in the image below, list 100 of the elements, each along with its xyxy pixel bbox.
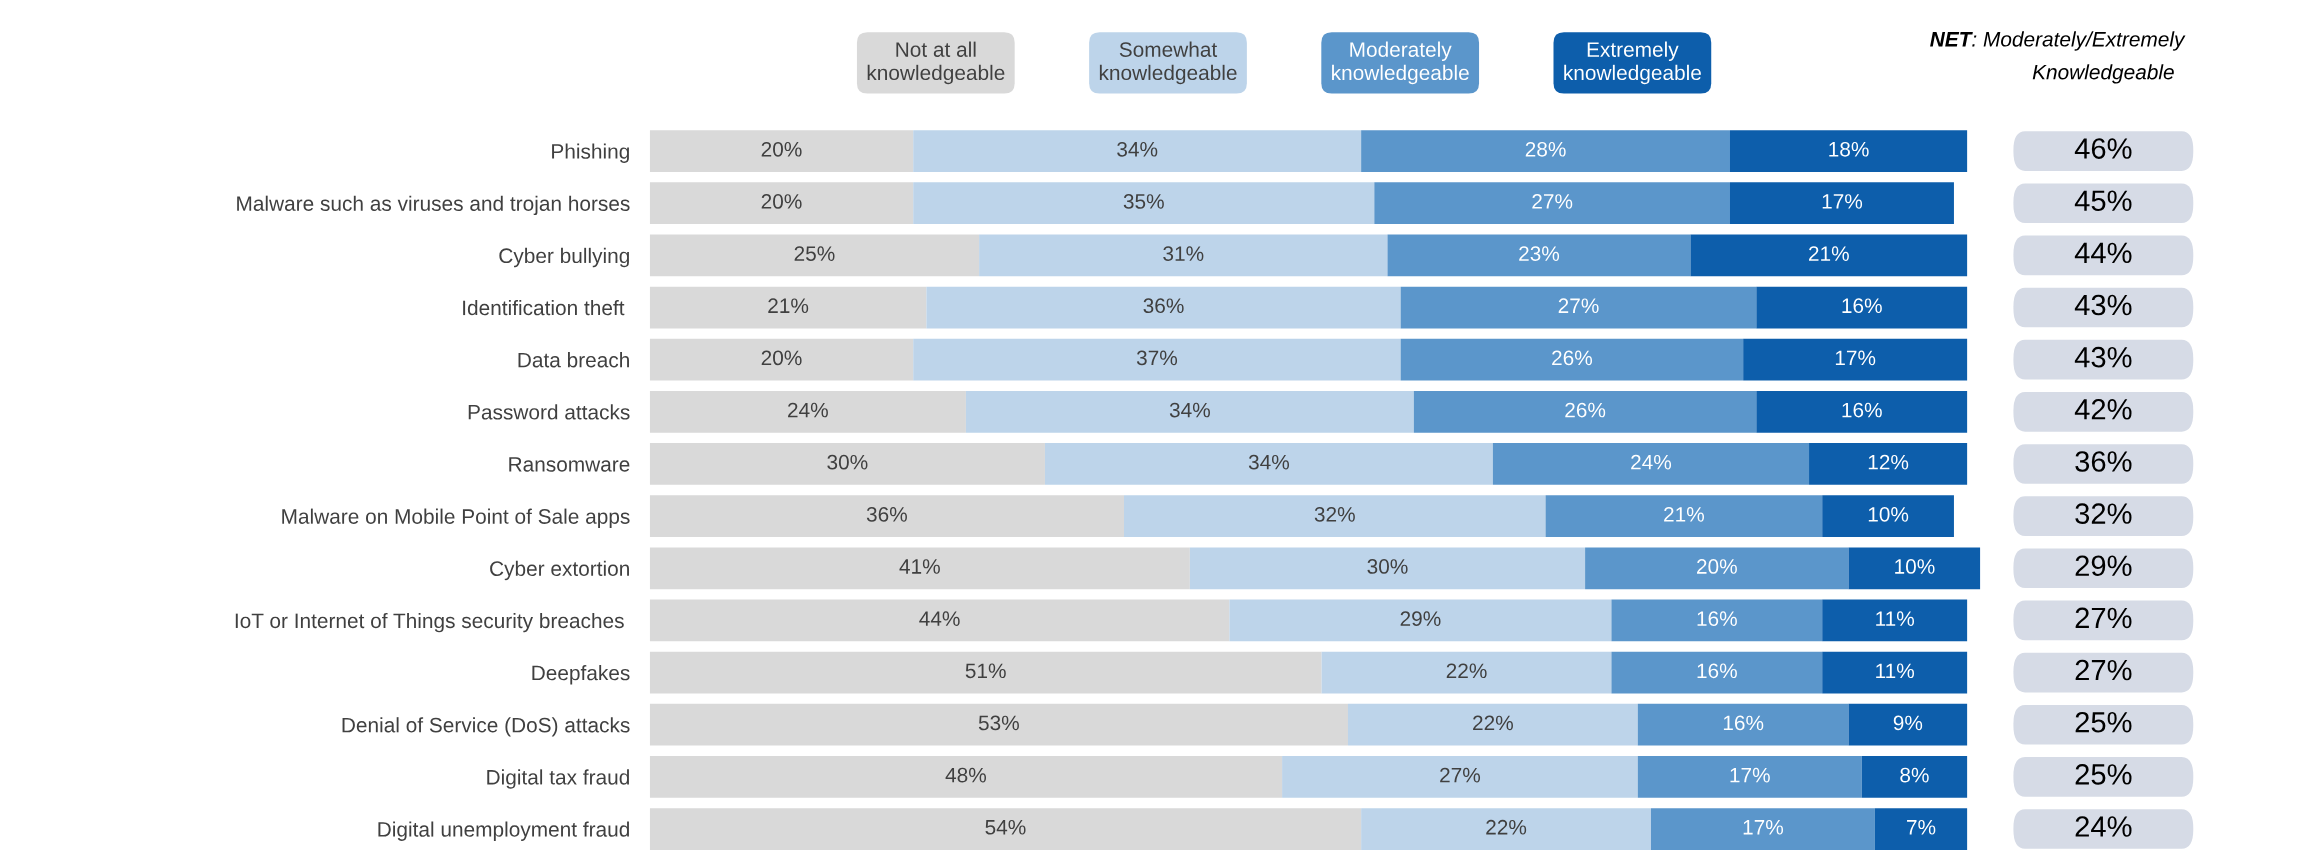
text: 32% (2075, 503, 2132, 524)
text: 25% (2075, 764, 2132, 785)
bar (1611, 651, 1823, 694)
data-label: 36% (866, 506, 907, 522)
bar (1044, 443, 1493, 485)
data-label: 44% (919, 611, 960, 626)
bar (1361, 808, 1651, 850)
text: Somewhat knowledgeable (1099, 41, 1237, 85)
bar (1347, 703, 1638, 746)
bar (649, 338, 914, 381)
bar (649, 286, 927, 329)
data-label: 17% (1822, 194, 1863, 209)
bar (649, 234, 980, 277)
text: 29% (2075, 555, 2132, 577)
bar (1756, 390, 1968, 433)
data-label: 22% (1446, 663, 1487, 679)
bar (1822, 495, 1954, 537)
text: 25% (2075, 711, 2132, 733)
data-label: 28% (1525, 141, 1566, 157)
data-label: 34% (1169, 402, 1210, 418)
data-label: 17% (1835, 350, 1876, 366)
bar (1321, 651, 1612, 694)
y-tick-label: Cyber extortion (490, 560, 629, 581)
bar (1361, 130, 1730, 172)
bar (649, 443, 1045, 485)
data-label: 16% (1697, 663, 1737, 679)
bar (1730, 182, 1954, 225)
y-tick-label: Password attacks (468, 404, 630, 420)
data-label: 27% (1440, 767, 1481, 783)
data-label: 21% (768, 298, 809, 314)
bar (649, 182, 914, 225)
data-label: 9% (1893, 715, 1923, 731)
data-label: 7% (1907, 819, 1936, 835)
data-label: 26% (1565, 402, 1606, 418)
bar (1189, 547, 1586, 590)
bar (649, 651, 1322, 694)
bar (1848, 547, 1981, 590)
bar (1730, 130, 1968, 172)
data-label: 35% (1123, 194, 1164, 209)
data-label: 16% (1723, 715, 1764, 731)
data-label: 29% (1400, 611, 1441, 627)
data-label: 27% (1532, 194, 1573, 209)
bar (1756, 286, 1968, 329)
bar (965, 390, 1414, 433)
y-tick-label: Cyber bullying (499, 247, 629, 268)
data-label: 23% (1519, 246, 1560, 261)
data-label: 12% (1868, 454, 1909, 470)
text: 43% (2074, 346, 2132, 368)
y-tick-label: Data breach (518, 352, 629, 368)
data-label: 22% (1486, 819, 1527, 835)
text: 46% (2074, 138, 2132, 159)
bar (1650, 808, 1875, 850)
bar (1637, 756, 1862, 798)
data-label: 17% (1730, 767, 1770, 783)
data-label: 36% (1143, 298, 1184, 314)
bar (1690, 234, 1968, 277)
data-label: 25% (794, 246, 835, 261)
bar (1822, 651, 1968, 694)
data-label: 18% (1829, 141, 1869, 157)
data-label: 41% (899, 559, 940, 574)
data-label: 22% (1473, 715, 1513, 731)
data-label: 8% (1900, 767, 1929, 783)
data-label: 30% (1367, 559, 1408, 574)
bar (649, 547, 1190, 590)
y-tick-label: IoT or Internet of Things security breaches (235, 612, 624, 633)
data-label: 16% (1842, 298, 1882, 314)
data-label: 20% (1697, 559, 1737, 574)
y-tick-label: Malware on Mobile Point of Sale apps (282, 508, 630, 528)
data-label: 21% (1809, 246, 1849, 261)
data-label: 31% (1163, 246, 1204, 261)
data-label: 37% (1136, 350, 1178, 366)
data-label: 20% (761, 194, 802, 209)
y-tick-label: Digital unemployment fraud (378, 821, 629, 841)
data-label: 10% (1895, 559, 1935, 574)
bar (1545, 495, 1823, 537)
bar (649, 756, 1283, 798)
bar (1413, 390, 1757, 433)
y-tick-label: Phishing (552, 143, 629, 163)
bar (1124, 495, 1546, 537)
bar (649, 390, 966, 433)
data-label: 34% (1248, 454, 1290, 470)
data-label: 24% (788, 402, 828, 418)
bar (1743, 338, 1968, 381)
text: 44% (2074, 242, 2132, 264)
text: 42% (2074, 399, 2132, 420)
text: 43% (2074, 294, 2132, 316)
text: 27% (2075, 659, 2132, 681)
bar (649, 703, 1348, 746)
data-label: 32% (1314, 506, 1355, 522)
data-label: 53% (978, 715, 1019, 731)
data-label: 20% (761, 141, 802, 157)
bar (1585, 547, 1849, 590)
y-tick-label: Malware such as viruses and trojan horses (237, 195, 630, 216)
bar (649, 130, 914, 172)
data-label: 11% (1876, 663, 1915, 679)
bar (1387, 234, 1691, 277)
text: Extremely knowledgeable (1564, 41, 1701, 85)
y-tick-label: Digital tax fraud (487, 769, 629, 789)
bar (649, 495, 1125, 537)
bar (1400, 338, 1744, 381)
